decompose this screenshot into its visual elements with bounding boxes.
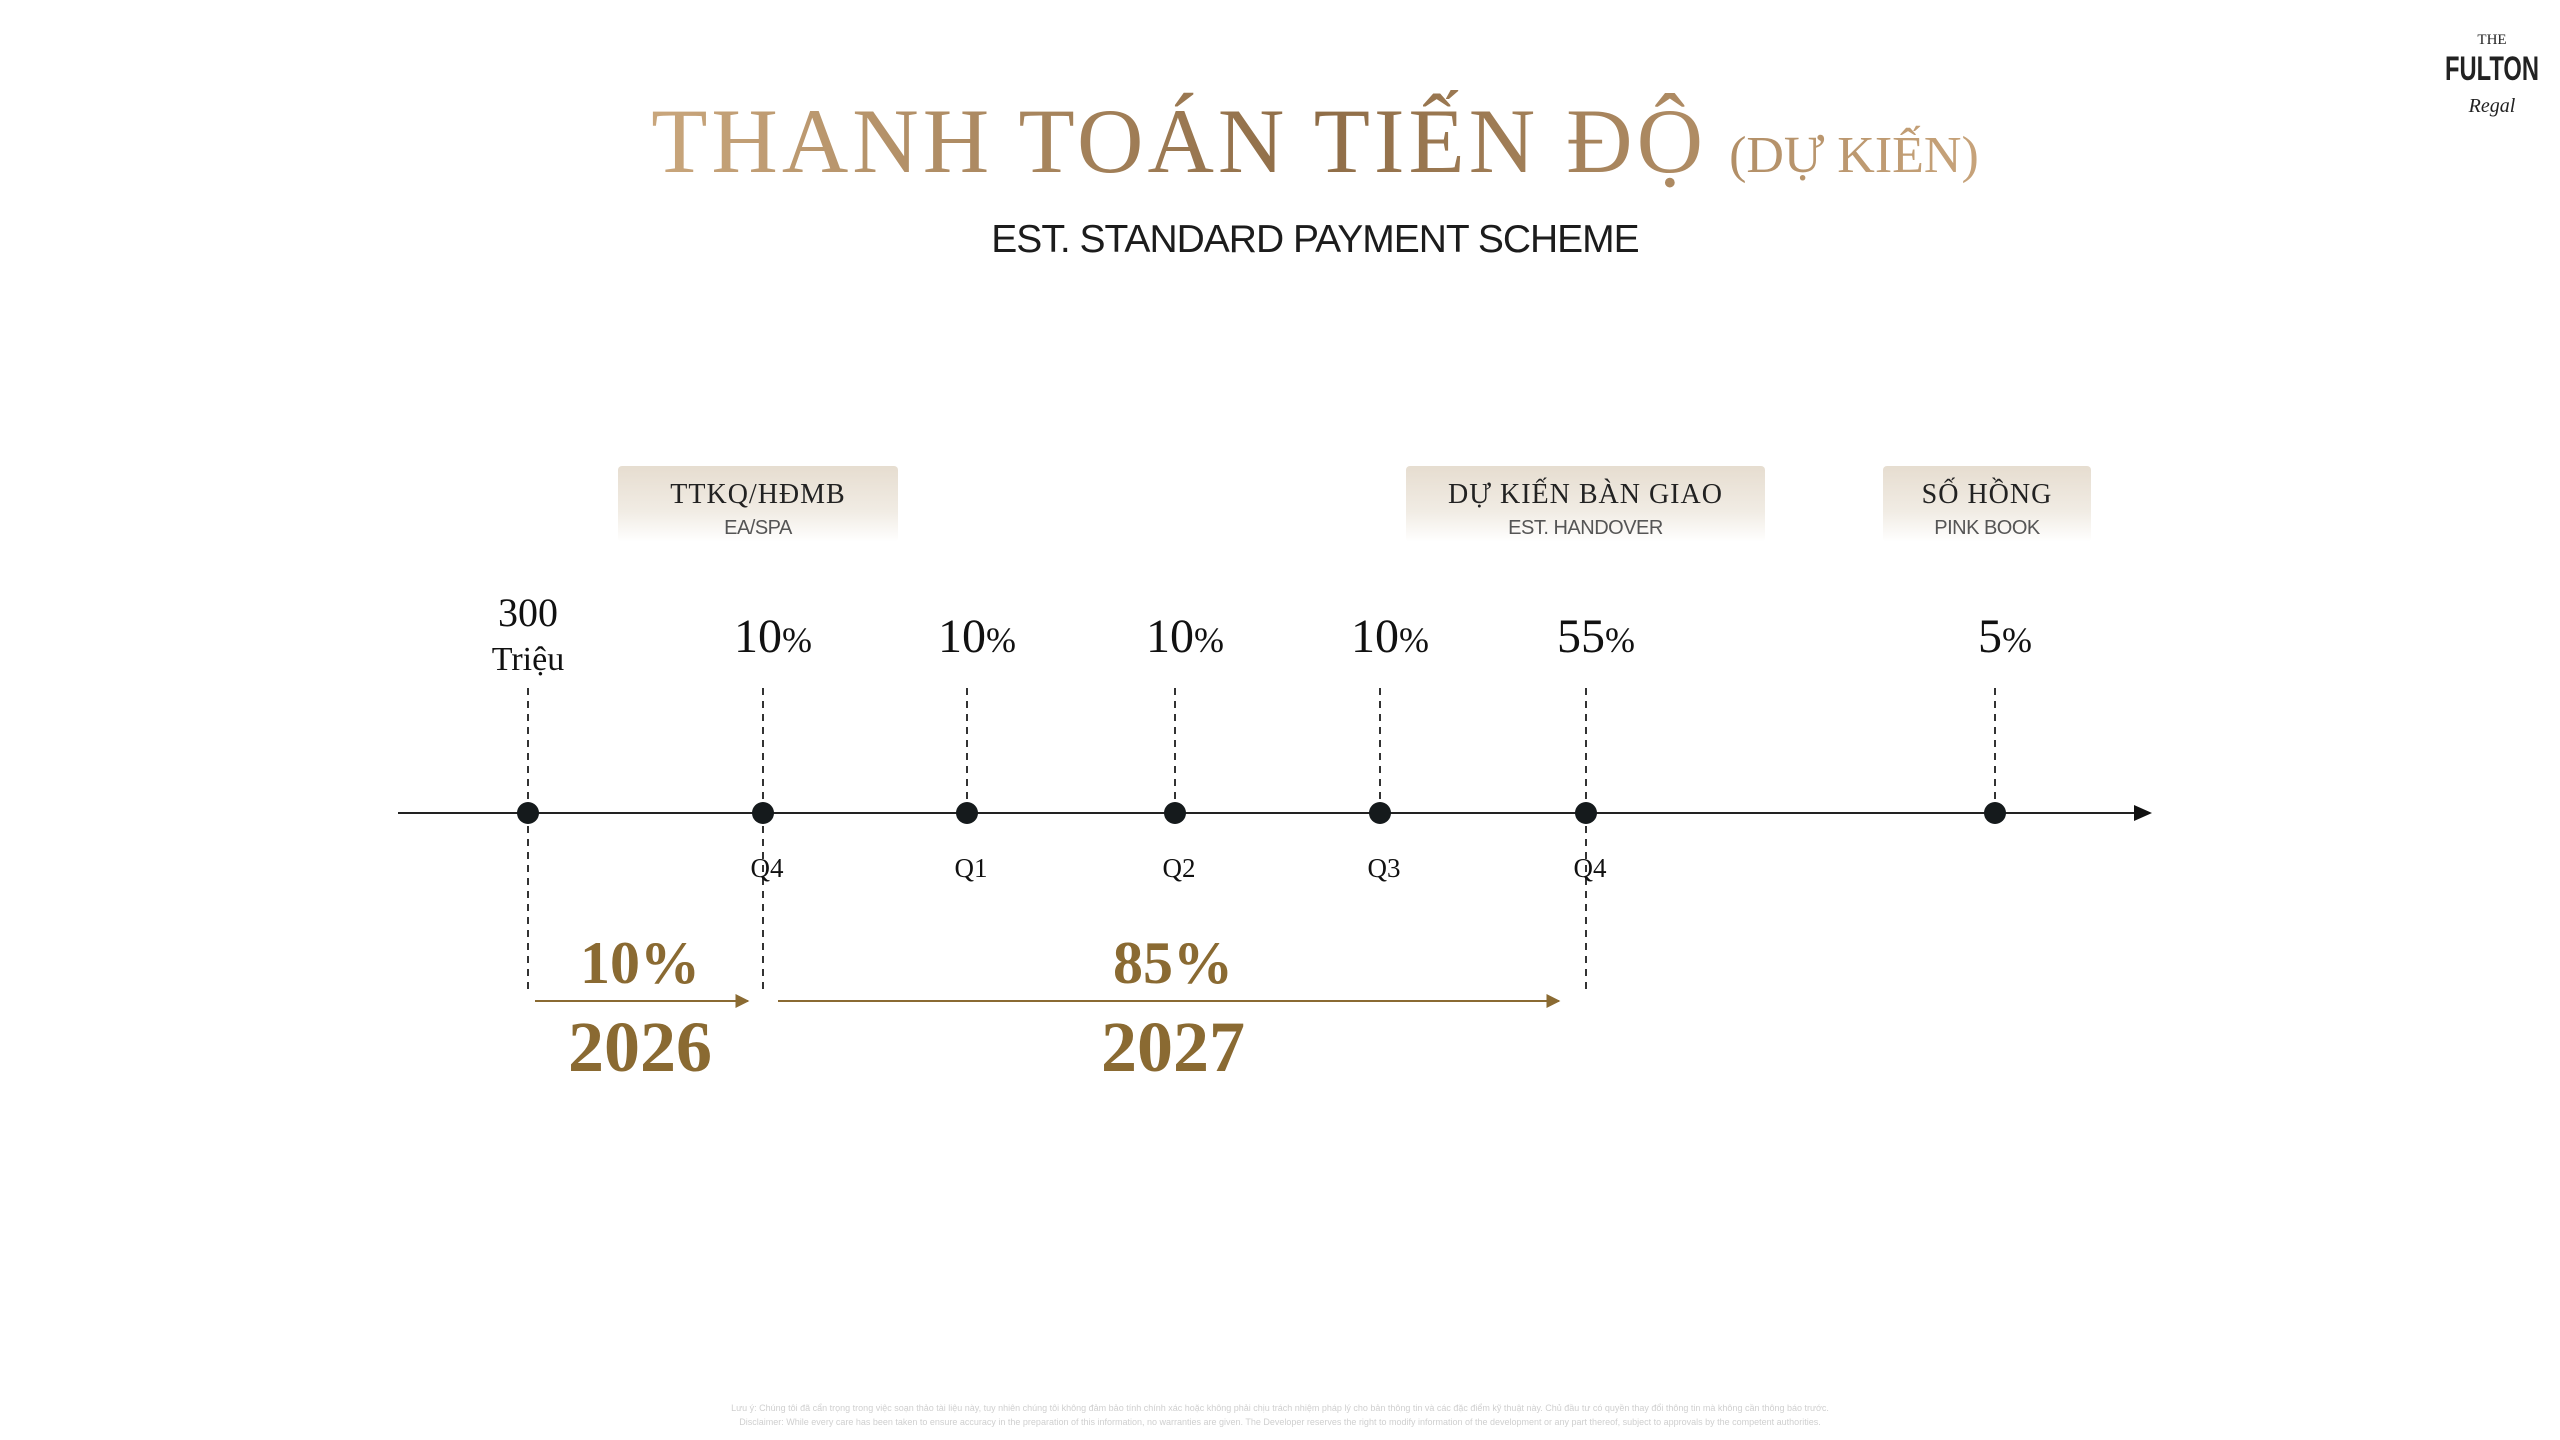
quarter-label: Q3	[1368, 853, 1401, 883]
quarter-label: Q4	[751, 853, 784, 883]
subtitle: EST. STANDARD PAYMENT SCHEME	[991, 218, 1638, 261]
payment-amount: 10	[1146, 610, 1194, 663]
milestone-sublabel: PINK BOOK	[1934, 517, 2041, 539]
payment-amount: 5	[1978, 610, 2002, 663]
payment-label: 10%	[734, 610, 812, 663]
payment-unit: %	[1605, 620, 1635, 660]
payment-label: 10%	[938, 610, 1016, 663]
quarter-label: Q2	[1163, 853, 1196, 883]
timeline-dot	[956, 802, 978, 824]
logo-top: THE	[2477, 32, 2506, 48]
period-percent: 10%	[580, 930, 700, 996]
payment-unit: %	[782, 620, 812, 660]
payment-amount: 300	[498, 590, 558, 635]
payment-unit: %	[1194, 620, 1224, 660]
milestone-label: SỐ HỒNG	[1922, 478, 2053, 510]
quarter-label: Q4	[1574, 853, 1607, 883]
disclaimer-line: Disclaimer: While every care has been ta…	[739, 1417, 1820, 1427]
timeline-arrowhead	[2134, 805, 2152, 821]
title-group: THANH TOÁN TIẾN ĐỘ (DỰ KIẾN)	[651, 90, 1979, 192]
timeline-dot	[1164, 802, 1186, 824]
payment-unit: %	[986, 620, 1016, 660]
payment-amount: 10	[1351, 610, 1399, 663]
milestone-sublabel: EST. HANDOVER	[1508, 517, 1663, 539]
title: THANH TOÁN TIẾN ĐỘ	[651, 90, 1707, 192]
payment-amount: 10	[734, 610, 782, 663]
disclaimer-line: Lưu ý: Chúng tôi đã cẩn trọng trong việc…	[731, 1403, 1829, 1413]
timeline-dot	[1369, 802, 1391, 824]
timeline-dot	[517, 802, 539, 824]
payment-amount: 55	[1557, 610, 1605, 663]
timeline-dot	[752, 802, 774, 824]
milestone-label: TTKQ/HĐMB	[670, 479, 845, 510]
timeline-content: 300 Triệu 10% Q4 10% Q1 10% Q2 10% Q3 55% Q4 5% TTKQ/…	[492, 466, 2091, 1087]
milestone-box	[1883, 466, 2091, 542]
milestone-label: DỰ KIẾN BÀN GIAO	[1448, 478, 1723, 510]
payment-unit: %	[1399, 620, 1429, 660]
milestone-sublabel: EA/SPA	[724, 517, 793, 539]
payment-label: 55%	[1557, 610, 1635, 663]
payment-amount: 10	[938, 610, 986, 663]
period-year: 2027	[1101, 1007, 1245, 1087]
logo-name: FULTON	[2445, 50, 2539, 88]
payment-label: 5%	[1978, 610, 2032, 663]
milestone-box	[618, 466, 898, 542]
payment-unit: Triệu	[492, 641, 564, 678]
milestone-box	[1406, 466, 1765, 542]
quarter-label: Q1	[955, 853, 988, 883]
timeline-dot	[1575, 802, 1597, 824]
payment-label: 10%	[1351, 610, 1429, 663]
payment-label: 10%	[1146, 610, 1224, 663]
logo-script: Regal	[2468, 95, 2516, 117]
title-note: (DỰ KIẾN)	[1729, 125, 1979, 184]
period-year: 2026	[568, 1007, 712, 1087]
payment-unit: %	[2002, 620, 2032, 660]
timeline-dot	[1984, 802, 2006, 824]
period-percent: 85%	[1113, 930, 1233, 996]
